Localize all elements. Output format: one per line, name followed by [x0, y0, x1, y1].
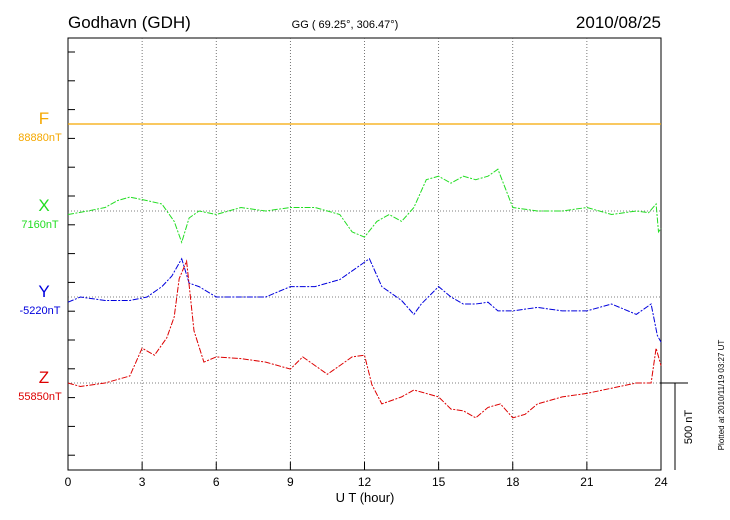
- plotted-timestamp: Plotted at 2010/11/19 03:27 UT: [717, 340, 726, 451]
- series-labels: F 88880nT X 7160nT Y -5220nT Z 55850nT: [18, 109, 62, 403]
- x-tick-label: 12: [358, 475, 372, 489]
- scale-bar: 500 nT: [660, 382, 695, 470]
- series-z-name: Z: [39, 368, 49, 387]
- series-y-name: Y: [38, 282, 49, 301]
- coords-label: GG ( 69.25°, 306.47°): [292, 19, 399, 31]
- series-x-baseline: 7160nT: [21, 219, 59, 231]
- x-tick-label: 6: [213, 475, 220, 489]
- grid: [68, 38, 661, 470]
- x-tick-label: 15: [432, 475, 446, 489]
- x-tick-label: 21: [580, 475, 594, 489]
- date-label: 2010/08/25: [576, 13, 661, 32]
- x-tick-label: 9: [287, 475, 294, 489]
- x-tick-label: 18: [506, 475, 520, 489]
- series-y-line: [67, 257, 662, 343]
- scale-bar-label: 500 nT: [683, 410, 695, 445]
- series-f-baseline: 88880nT: [18, 132, 62, 144]
- series-x-line: [67, 168, 662, 244]
- series-f-name: F: [39, 109, 49, 128]
- series-y-baseline: -5220nT: [20, 305, 61, 317]
- series-x-name: X: [38, 196, 49, 215]
- x-axis-label: U T (hour): [336, 490, 395, 505]
- series-layer: [67, 123, 662, 419]
- series-z-line: [67, 259, 662, 419]
- station-title: Godhavn (GDH): [68, 13, 191, 32]
- series-z-baseline: 55850nT: [18, 391, 62, 403]
- x-axis-ticks: 0 3 6 9 12 15 18 21 24: [65, 462, 668, 489]
- x-tick-label: 3: [139, 475, 146, 489]
- x-tick-label: 24: [654, 475, 668, 489]
- x-tick-label: 0: [65, 475, 72, 489]
